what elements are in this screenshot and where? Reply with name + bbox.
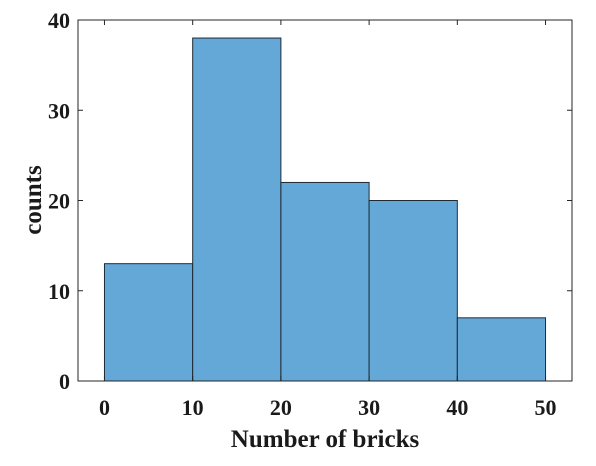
y-axis-title: counts	[20, 165, 47, 235]
y-tick-label-30: 30	[48, 98, 70, 123]
x-axis-title: Number of bricks	[231, 426, 420, 453]
bar-bin-30-40	[368, 200, 458, 382]
y-tick-label-10: 10	[48, 279, 70, 304]
y-tick-labels: 0 10 20 30 40	[48, 8, 70, 394]
ticks-group	[78, 19, 572, 382]
x-tick-label-50: 50	[535, 395, 557, 420]
x-tick-labels: 0 10 20 30 40 50	[99, 395, 557, 420]
x-tick-label-0: 0	[99, 395, 110, 420]
x-tick-label-10: 10	[182, 395, 204, 420]
x-tick-label-40: 40	[446, 395, 468, 420]
x-tick-label-30: 30	[358, 395, 380, 420]
bar-bin-40-50	[456, 317, 547, 382]
y-tick-label-20: 20	[48, 189, 70, 214]
x-tick-label-20: 20	[270, 395, 292, 420]
bars-group	[103, 37, 547, 382]
y-tick-label-0: 0	[59, 369, 70, 394]
y-tick-label-40: 40	[48, 8, 70, 33]
bar-bin-10-20	[192, 37, 282, 382]
bar-bin-20-30	[280, 181, 370, 382]
bar-bin-0-10	[103, 263, 194, 382]
